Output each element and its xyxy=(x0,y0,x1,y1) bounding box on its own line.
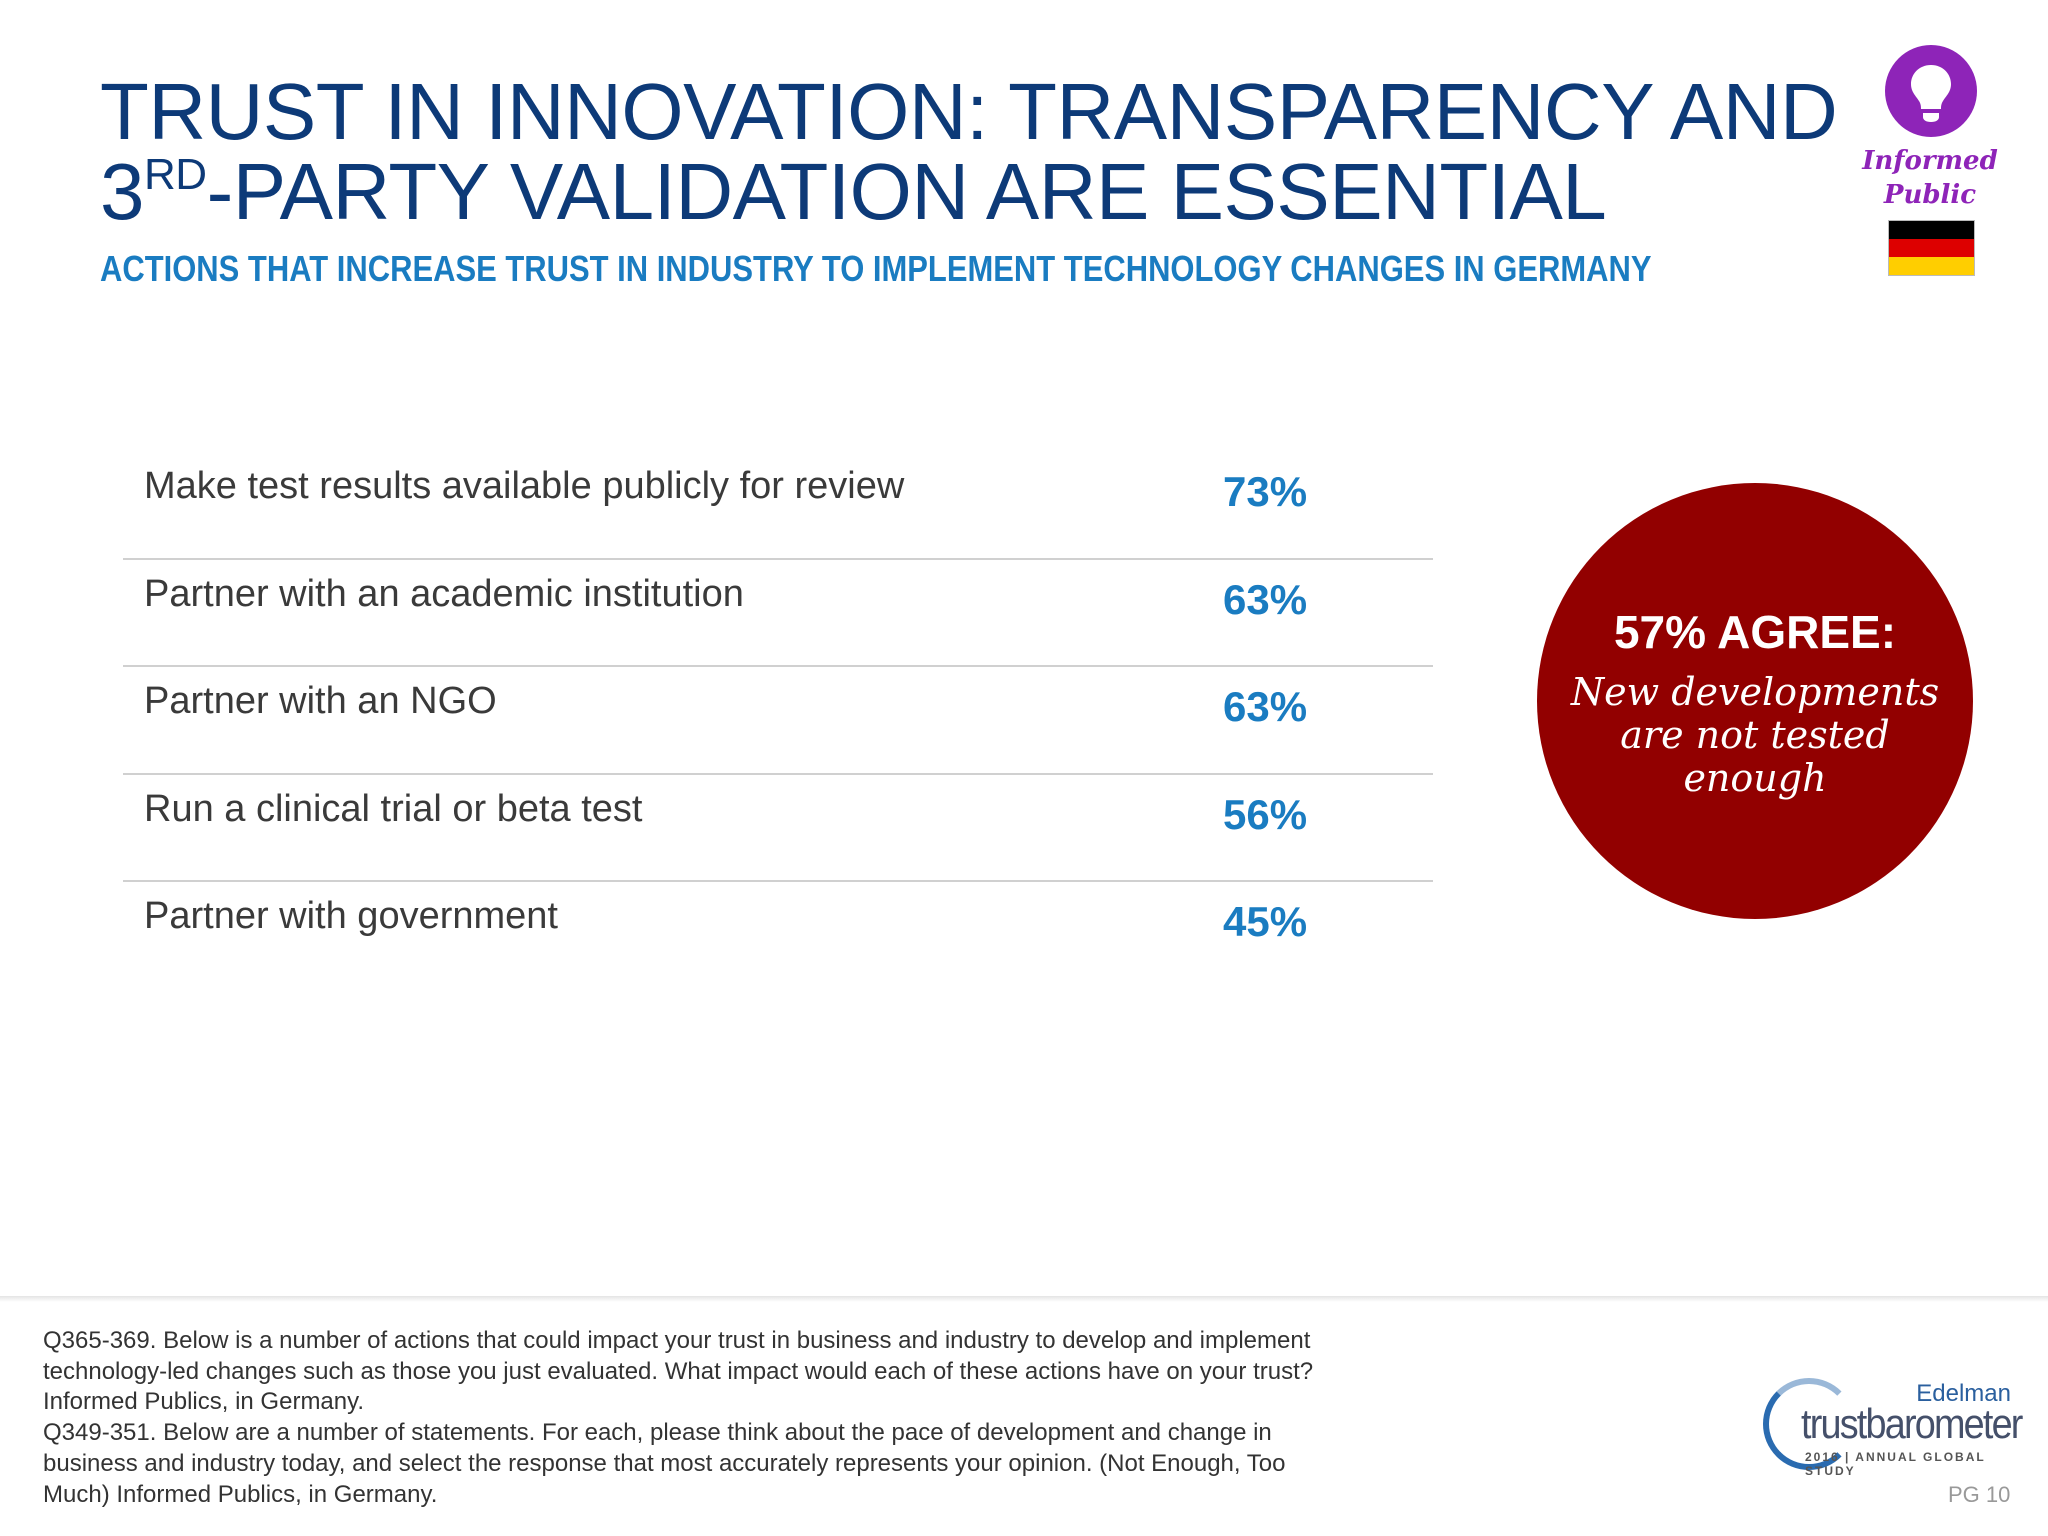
list-item: Partner with government 45% xyxy=(144,895,1308,945)
page-number: PG 10 xyxy=(1948,1482,2011,1507)
list-item: Run a clinical trial or beta test 56% xyxy=(123,775,1433,882)
callout-quote: New developments are not tested enough xyxy=(1570,670,1940,800)
list-item: Make test results available publicly for… xyxy=(123,452,1433,560)
informed-public-label: Informed Public xyxy=(1862,146,1998,210)
callout-circle: 57% AGREE: New developments are not test… xyxy=(1537,483,1973,919)
list-item: Partner with an academic institution 63% xyxy=(123,560,1433,667)
edelman-trustbarometer-logo: Edelman trustbarometer 2016 | ANNUAL GLO… xyxy=(1763,1370,2023,1478)
callout-headline: 57% AGREE: xyxy=(1613,606,1897,658)
lightbulb-icon xyxy=(1885,45,1977,137)
list-item: Partner with an NGO 63% xyxy=(123,667,1433,775)
germany-flag-icon xyxy=(1888,220,1975,276)
footer-divider xyxy=(0,1296,2048,1302)
page-title: TRUST IN INNOVATION: TRANSPARENCY AND 3R… xyxy=(100,67,1838,236)
footnote: Q365-369. Below is a number of actions t… xyxy=(43,1327,1314,1508)
subtitle: ACTIONS THAT INCREASE TRUST IN INDUSTRY … xyxy=(100,248,1652,289)
actions-list: Make test results available publicly for… xyxy=(123,452,1433,990)
